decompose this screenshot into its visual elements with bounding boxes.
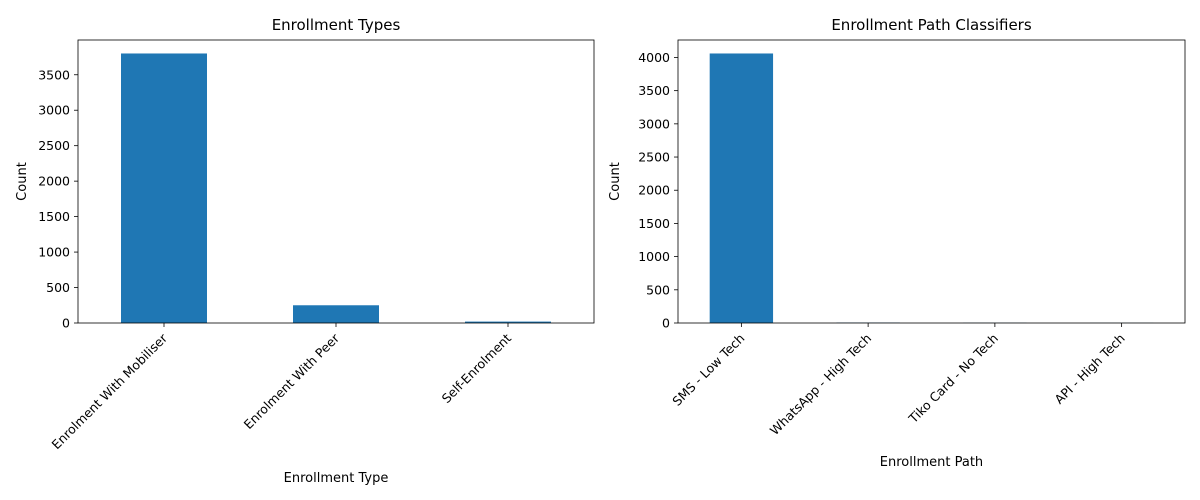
x-tick-label-enrolment-with-mobiliser: Enrolment With Mobiliser <box>49 330 171 452</box>
x-tick-label-tiko-card-no-tech: Tiko Card - No Tech <box>905 331 1001 427</box>
x-axis-label: Enrollment Type <box>284 471 389 486</box>
y-axis-label: Count <box>608 162 623 201</box>
y-tick-label: 500 <box>46 280 70 295</box>
enrollment-path-chart: 0 500 1000 1500 2000 2500 3000 3500 4000 SMS - Lo… <box>608 16 1186 470</box>
enrollment-types-chart: 0 500 1000 1500 2000 2500 3000 3500 Enrolment Wi… <box>15 16 595 486</box>
y-tick-label: 1500 <box>638 216 670 231</box>
x-tick-label-api-high-tech: API - High Tech <box>1051 331 1127 407</box>
y-tick-label: 4000 <box>638 50 670 65</box>
x-axis-label: Enrollment Path <box>880 455 983 470</box>
y-tick-label: 3000 <box>38 103 70 118</box>
x-tick-label-sms-low-tech: SMS - Low Tech <box>669 331 747 409</box>
y-tick-label: 3000 <box>638 116 670 131</box>
y-tick-label: 3500 <box>638 83 670 98</box>
bar-self-enrolment <box>465 321 551 323</box>
y-tick-label: 2000 <box>38 174 70 189</box>
y-tick-label: 2500 <box>38 138 70 153</box>
y-tick-label: 0 <box>662 316 670 331</box>
y-tick-label: 2500 <box>638 150 670 165</box>
x-tick-label-whatsapp-high-tech: WhatsApp - High Tech <box>767 331 874 438</box>
bar-enrolment-with-mobiliser <box>121 53 207 323</box>
bar-enrolment-with-peer <box>293 305 379 323</box>
y-tick-label: 3500 <box>38 67 70 82</box>
y-tick-label: 1000 <box>638 249 670 264</box>
y-axis-label: Count <box>15 162 30 201</box>
y-tick-label: 500 <box>646 282 670 297</box>
x-tick-label-self-enrolment: Self-Enrolment <box>439 330 515 406</box>
chart-title: Enrollment Types <box>272 16 401 34</box>
x-tick-label-enrolment-with-peer: Enrolment With Peer <box>241 330 343 432</box>
y-tick-label: 2000 <box>638 183 670 198</box>
y-tick-label: 1000 <box>38 245 70 260</box>
y-tick-label: 0 <box>62 316 70 331</box>
plot-frame <box>677 39 1186 324</box>
bar-sms-low-tech <box>709 53 774 323</box>
chart-title: Enrollment Path Classifiers <box>831 16 1032 34</box>
y-tick-label: 1500 <box>38 209 70 224</box>
